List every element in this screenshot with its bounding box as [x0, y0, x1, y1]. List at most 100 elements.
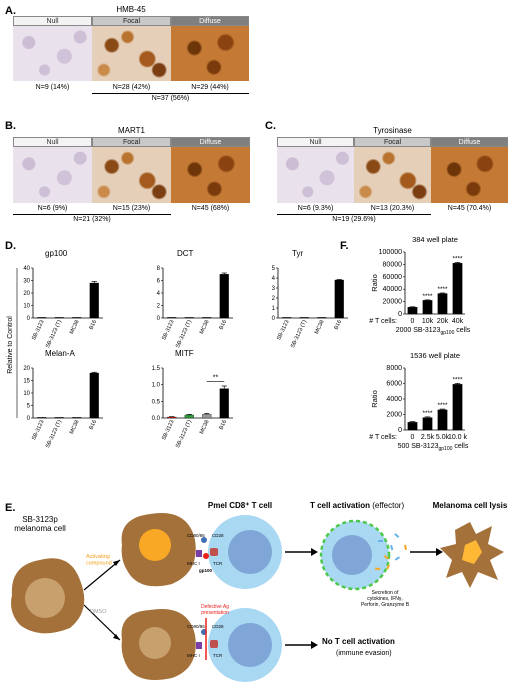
x-tick-label: 10k: [422, 318, 434, 325]
x-tick-label: SB-3123: [31, 319, 45, 341]
y-tick-label: 30: [23, 279, 30, 285]
mhc-marker-upper: [196, 550, 202, 557]
y-tick-label: 5: [27, 404, 31, 410]
x-prefix-label: # T cells:: [369, 318, 397, 325]
activated-tcell-nucleus: [332, 535, 372, 575]
chart-3: 0 5 10 15 20 Melan-A SB-3123 SB-3123 (T) MC38 B16: [23, 349, 103, 449]
panel-c-bracket: [277, 214, 431, 215]
x-prefix-label: # T cells:: [369, 434, 397, 441]
y-tick-label: 2000: [386, 412, 402, 419]
chart-title: gp100: [45, 249, 68, 258]
bar: [437, 409, 448, 431]
y-tick-label: 6: [157, 279, 161, 285]
panel-b-title: MART1: [118, 126, 145, 135]
panel-a-count-focal: N=28 (42%): [112, 84, 151, 91]
significance-label: ****: [422, 410, 433, 417]
y-tick-label: 0: [272, 316, 276, 322]
x-tick-label: SB-3123: [276, 319, 290, 341]
y-tick-label: 3: [272, 286, 276, 292]
x-tick-label: 2.5k: [421, 434, 435, 441]
x-tick-label: B16: [88, 419, 98, 430]
bar: [54, 317, 64, 319]
panel-c-title: Tyrosinase: [373, 126, 412, 135]
bar: [184, 414, 194, 419]
lysed-melanoma-nucleus: [462, 540, 482, 564]
panel-b-count-null: N=6 (9%): [37, 205, 68, 212]
upper-melanoma-nucleus: [139, 529, 171, 561]
y-tick-label: 8: [157, 266, 161, 272]
panel-a-title: HMB-45: [116, 5, 146, 14]
tcr-label-upper: TCR: [213, 561, 223, 566]
bar: [407, 422, 418, 431]
y-tick-label: 0: [398, 427, 402, 434]
x-tick-label: SB-3123: [161, 319, 175, 341]
cd28-label-lower: CD28: [212, 624, 224, 629]
panel-b-count-focal: N=15 (23%): [112, 205, 151, 212]
bar: [299, 317, 309, 319]
panel-b-bracket: [13, 214, 171, 215]
defective-label: Defective Ag presentation: [201, 604, 229, 616]
arrow-activating: [83, 559, 121, 591]
y-tick-label: 40: [23, 266, 30, 272]
y-tick-label: 1.0: [152, 383, 161, 389]
x-tick-label: B16: [88, 319, 98, 330]
y-tick-label: 10: [23, 304, 30, 310]
panel-c-header-null: Null: [277, 137, 354, 147]
panel-a-bracket: [92, 93, 249, 94]
arrow-dmso-head: [113, 634, 120, 640]
arrow-to-no-activation-head: [311, 641, 318, 649]
y-tick-label: 8000: [386, 365, 402, 372]
x-tick-label: SB-3123: [161, 419, 175, 441]
panel-b-header-focal: Focal: [92, 137, 171, 147]
panel-c-total: N=19 (29.6%): [332, 216, 376, 223]
activating-label: Activating compound: [86, 554, 112, 566]
x-tick-label: B16: [333, 319, 343, 330]
x-tick-label: SB-3123 (T): [175, 419, 193, 449]
bar: [452, 384, 463, 431]
peptide-marker-upper: [203, 553, 209, 559]
y-tick-label: 2: [272, 296, 276, 302]
mhc-label-upper: MHC I: [187, 561, 200, 566]
bar: [89, 372, 99, 419]
panel-c-diffuse-image: [431, 147, 508, 203]
y-tick-label: 20000: [383, 299, 403, 306]
bar: [334, 279, 344, 319]
upper-tcell-nucleus: [228, 530, 272, 574]
bar: [452, 263, 463, 315]
significance-label: ****: [437, 402, 448, 409]
panel-a-header-null: Null: [13, 16, 92, 26]
y-axis-label: Ratio: [370, 390, 379, 408]
secretion-granule: [375, 567, 381, 570]
y-tick-label: 20: [23, 291, 30, 297]
dmso-label: DMSO: [90, 609, 107, 615]
bar: [282, 317, 292, 319]
panel-d-label: D.: [5, 240, 16, 252]
secretion-label: Secretion of cytokines, IFNγ, Perforin, Gr…: [361, 590, 410, 608]
secretion-granule: [390, 545, 394, 551]
panel-c-count-diffuse: N=45 (70.4%): [447, 205, 492, 212]
panel-c-count-focal: N=13 (20.3%): [370, 205, 415, 212]
arrow-activating-head: [113, 560, 120, 566]
panel-c-header-diffuse: Diffuse: [431, 137, 508, 147]
panel-c-null-image: [277, 147, 354, 203]
x-tick-label: SB-3123 (T): [45, 319, 63, 349]
cd80-marker-upper: [201, 537, 207, 543]
panel-f-label: F.: [340, 240, 349, 252]
significance-label: ****: [422, 293, 433, 300]
y-tick-label: 0: [27, 416, 31, 422]
y-tick-label: 4: [272, 276, 276, 282]
chart-6: 0 2000 4000 6000 8000 1536 well plate 0 **** 2.5…: [369, 351, 469, 452]
bar: [54, 417, 64, 419]
secretion-granule: [394, 533, 400, 538]
y-tick-label: 1.5: [152, 366, 161, 372]
secretion-granule: [404, 544, 407, 550]
arrow-to-activation-head: [311, 548, 318, 556]
y-tick-label: 80000: [383, 261, 403, 268]
chart-title: Tyr: [292, 249, 303, 258]
panel-a-total: N=37 (56%): [151, 95, 190, 102]
lower-melanoma-nucleus: [139, 627, 171, 659]
x-tick-label: 20k: [437, 318, 449, 325]
bar: [422, 300, 433, 315]
bar: [72, 417, 82, 419]
y-tick-label: 0.5: [152, 399, 161, 405]
